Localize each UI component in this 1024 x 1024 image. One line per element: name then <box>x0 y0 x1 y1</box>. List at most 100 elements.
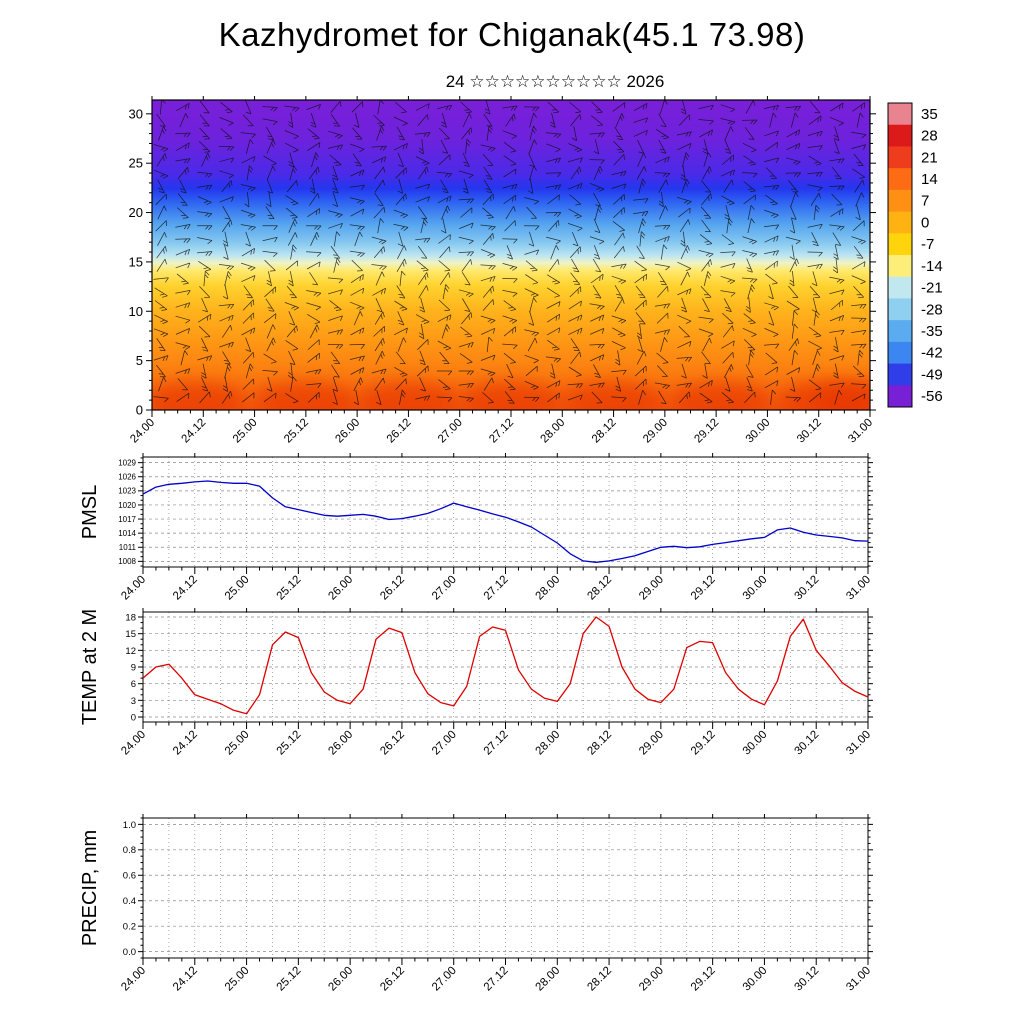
svg-text:25.00: 25.00 <box>231 417 260 446</box>
x-tick-labels: 24.00 24.12 25.00 25.12 26.00 26.12 27.00 27.12… <box>119 965 873 994</box>
svg-text:7: 7 <box>921 193 929 210</box>
temp-at-2-m-axis-title: TEMP at 2 M <box>79 609 101 725</box>
grid-horizontal <box>143 616 868 718</box>
svg-text:1.0: 1.0 <box>123 820 136 831</box>
svg-text:18: 18 <box>125 612 136 623</box>
svg-text:1020: 1020 <box>118 501 136 510</box>
precip-axis-title: PRECIP, mm <box>79 830 101 946</box>
svg-text:0: 0 <box>131 712 136 723</box>
svg-text:26.00: 26.00 <box>326 729 355 758</box>
svg-text:1029: 1029 <box>118 459 136 468</box>
y-tick-labels: 1008 1011 1014 1017 1020 1023 1026 1029 <box>118 459 136 567</box>
svg-text:28.00: 28.00 <box>534 574 563 603</box>
precip-panel: 0.0 0.2 0.4 0.6 0.8 1.0 24.00 24.12 25.00 25.12 26… <box>79 814 873 993</box>
wind-barbs <box>153 100 867 406</box>
svg-text:28.00: 28.00 <box>539 417 568 446</box>
x-ticks <box>142 453 869 574</box>
grid-vertical <box>168 818 843 958</box>
svg-text:1008: 1008 <box>118 557 136 566</box>
svg-text:30.00: 30.00 <box>741 965 770 994</box>
svg-text:29.12: 29.12 <box>689 574 718 603</box>
svg-text:29.12: 29.12 <box>692 417 721 446</box>
svg-text:10: 10 <box>129 304 143 319</box>
svg-text:24.00: 24.00 <box>128 417 157 446</box>
svg-text:27.12: 27.12 <box>482 965 511 994</box>
svg-text:25.00: 25.00 <box>223 965 252 994</box>
svg-text:28.12: 28.12 <box>585 965 614 994</box>
svg-text:25.00: 25.00 <box>223 729 252 758</box>
svg-text:31.00: 31.00 <box>844 965 873 994</box>
svg-text:14: 14 <box>921 171 938 188</box>
svg-text:3: 3 <box>131 696 136 707</box>
svg-text:1026: 1026 <box>118 473 136 482</box>
svg-text:24.00: 24.00 <box>119 729 148 758</box>
svg-text:30: 30 <box>129 106 143 121</box>
svg-text:28.12: 28.12 <box>585 574 614 603</box>
svg-text:26.00: 26.00 <box>326 574 355 603</box>
svg-text:31.00: 31.00 <box>846 417 875 446</box>
page-title: Kazhydromet for Chiganak(45.1 73.98) <box>218 16 806 53</box>
svg-text:24.00: 24.00 <box>119 574 148 603</box>
svg-text:24.12: 24.12 <box>171 574 200 603</box>
svg-text:26.12: 26.12 <box>378 729 407 758</box>
svg-text:29.00: 29.00 <box>637 729 666 758</box>
svg-text:24.12: 24.12 <box>171 729 200 758</box>
colorbar-border <box>887 102 913 408</box>
svg-text:-35: -35 <box>921 323 943 340</box>
svg-text:35: 35 <box>921 106 938 123</box>
svg-text:30.12: 30.12 <box>792 965 821 994</box>
svg-text:20: 20 <box>129 205 143 220</box>
svg-text:0.0: 0.0 <box>123 947 136 958</box>
svg-text:28.00: 28.00 <box>534 965 563 994</box>
svg-text:5: 5 <box>136 353 143 368</box>
svg-text:-21: -21 <box>921 280 943 297</box>
svg-text:29.00: 29.00 <box>637 574 666 603</box>
svg-text:25.12: 25.12 <box>282 417 311 446</box>
svg-text:30.00: 30.00 <box>741 574 770 603</box>
pmsl-line <box>142 480 869 563</box>
svg-text:-42: -42 <box>921 345 943 362</box>
svg-text:27.00: 27.00 <box>430 574 459 603</box>
svg-text:30.00: 30.00 <box>741 729 770 758</box>
subtitle-date-stars: 24 ☆☆☆☆☆☆☆☆☆☆ 2026 <box>445 72 665 91</box>
x-ticks <box>142 608 869 729</box>
svg-text:9: 9 <box>131 662 136 673</box>
svg-text:27.12: 27.12 <box>482 574 511 603</box>
svg-text:0.8: 0.8 <box>123 845 136 856</box>
y-ticks <box>138 817 873 959</box>
svg-text:29.00: 29.00 <box>641 417 670 446</box>
y-tick-labels: 0 5 10 15 20 25 30 <box>129 106 143 417</box>
svg-text:29.12: 29.12 <box>689 729 718 758</box>
x-tick-labels: 24.00 24.12 25.00 25.12 26.00 26.12 27.00 27.12… <box>128 417 875 446</box>
svg-text:-7: -7 <box>921 236 934 253</box>
svg-text:27.12: 27.12 <box>487 417 516 446</box>
svg-text:30.12: 30.12 <box>792 729 821 758</box>
grid-horizontal <box>143 824 868 952</box>
svg-text:21: 21 <box>921 149 938 166</box>
svg-text:-56: -56 <box>921 388 943 405</box>
y-tick-labels: 0 3 6 9 12 15 18 <box>125 612 136 723</box>
svg-text:30.00: 30.00 <box>744 417 773 446</box>
svg-text:26.12: 26.12 <box>385 417 414 446</box>
svg-text:27.12: 27.12 <box>482 729 511 758</box>
grid-horizontal <box>143 462 868 562</box>
svg-text:26.00: 26.00 <box>326 965 355 994</box>
x-ticks <box>142 814 869 965</box>
svg-text:27.00: 27.00 <box>436 417 465 446</box>
svg-text:27.00: 27.00 <box>430 965 459 994</box>
y-ticks <box>138 616 873 718</box>
svg-text:26.00: 26.00 <box>333 417 362 446</box>
svg-text:31.00: 31.00 <box>844 729 873 758</box>
svg-text:15: 15 <box>129 254 143 269</box>
svg-text:28.00: 28.00 <box>534 729 563 758</box>
svg-text:27.00: 27.00 <box>430 729 459 758</box>
cross-section-panel: 0 5 10 15 20 25 30 24.00 24.12 25.00 25.12 26.00 26.… <box>128 96 876 446</box>
y-tick-labels: 0.0 0.2 0.4 0.6 0.8 1.0 <box>123 820 136 958</box>
svg-text:15: 15 <box>125 629 136 640</box>
svg-text:1017: 1017 <box>118 515 136 524</box>
svg-text:0.6: 0.6 <box>123 871 136 882</box>
svg-text:25.12: 25.12 <box>275 574 304 603</box>
x-tick-labels: 24.00 24.12 25.00 25.12 26.00 26.12 27.00 27.12… <box>119 574 873 603</box>
